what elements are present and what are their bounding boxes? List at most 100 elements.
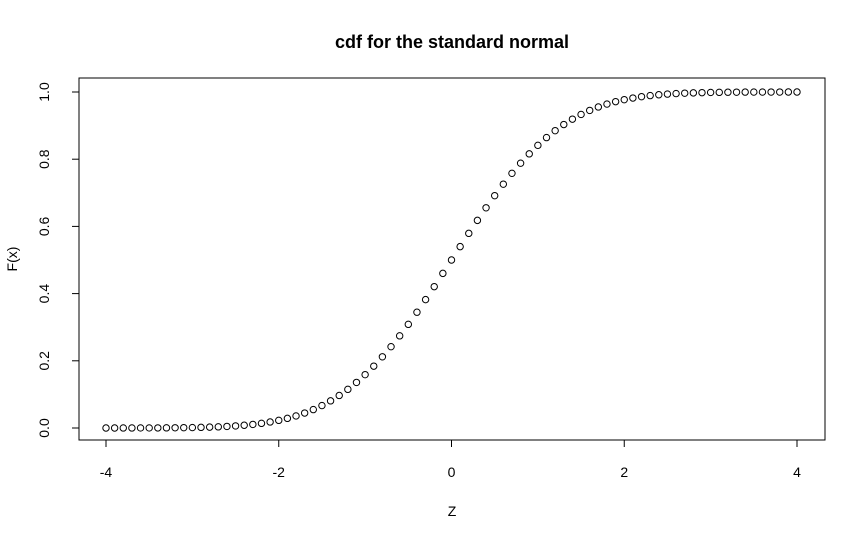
data-point bbox=[136, 424, 145, 432]
data-point bbox=[456, 242, 464, 251]
data-point bbox=[473, 216, 482, 225]
data-point bbox=[180, 423, 188, 432]
data-point bbox=[275, 416, 283, 425]
y-axis: 0.0 0.2 0.4 0.6 0.8 1.0 bbox=[36, 82, 80, 438]
data-point bbox=[490, 191, 499, 200]
data-point bbox=[750, 88, 758, 96]
data-point bbox=[499, 180, 508, 188]
data-point bbox=[188, 423, 197, 432]
data-point bbox=[776, 88, 784, 96]
y-tick-label: 1.0 bbox=[36, 82, 52, 102]
y-tick-label: 0.4 bbox=[36, 284, 52, 304]
data-point bbox=[231, 422, 240, 430]
data-point bbox=[387, 342, 395, 351]
data-point bbox=[646, 91, 654, 100]
data-point bbox=[266, 418, 274, 426]
data-point bbox=[465, 229, 473, 238]
y-tick-label: 0.0 bbox=[36, 418, 52, 438]
data-point bbox=[594, 103, 603, 111]
data-point bbox=[724, 88, 732, 96]
data-point bbox=[292, 412, 300, 420]
y-tick-label: 0.2 bbox=[36, 351, 52, 371]
data-point bbox=[758, 88, 767, 96]
data-point bbox=[128, 424, 136, 432]
x-tick-label: 2 bbox=[620, 464, 628, 480]
data-point bbox=[551, 126, 559, 135]
data-point bbox=[197, 423, 205, 432]
data-point bbox=[326, 397, 335, 405]
data-point bbox=[145, 424, 153, 432]
data-point bbox=[404, 320, 413, 329]
data-point bbox=[689, 89, 698, 97]
data-point bbox=[732, 88, 741, 96]
data-point bbox=[620, 95, 628, 104]
data-point bbox=[309, 405, 317, 414]
y-axis-label: F(x) bbox=[4, 247, 20, 272]
data-points bbox=[102, 88, 801, 432]
data-point bbox=[698, 88, 706, 97]
data-point bbox=[629, 94, 637, 102]
x-tick-label: -2 bbox=[273, 464, 286, 480]
data-point bbox=[655, 91, 663, 99]
data-point bbox=[516, 159, 525, 167]
data-point bbox=[300, 409, 309, 417]
data-point bbox=[767, 88, 775, 96]
x-tick-label: 4 bbox=[793, 464, 801, 480]
data-point bbox=[715, 88, 723, 97]
data-point bbox=[603, 100, 611, 108]
data-point bbox=[611, 97, 620, 106]
data-point bbox=[421, 295, 430, 304]
data-point bbox=[534, 141, 542, 150]
data-point bbox=[283, 414, 292, 423]
data-point bbox=[568, 115, 577, 123]
data-point bbox=[741, 88, 749, 96]
chart-title: cdf for the standard normal bbox=[335, 32, 569, 52]
data-point bbox=[681, 89, 689, 97]
data-point bbox=[102, 424, 110, 432]
data-point bbox=[395, 332, 404, 340]
data-point bbox=[525, 150, 533, 158]
data-point bbox=[378, 353, 387, 361]
data-point bbox=[577, 110, 585, 119]
data-point bbox=[344, 385, 352, 394]
x-tick-label: -4 bbox=[100, 464, 113, 480]
data-point bbox=[439, 269, 447, 278]
x-tick-label: 0 bbox=[448, 464, 456, 480]
data-point bbox=[793, 88, 801, 96]
data-point bbox=[637, 92, 646, 101]
data-point bbox=[447, 256, 456, 264]
data-point bbox=[162, 424, 171, 432]
data-point bbox=[663, 90, 672, 98]
data-point bbox=[784, 88, 793, 96]
data-point bbox=[413, 308, 421, 316]
y-tick-label: 0.6 bbox=[36, 216, 52, 236]
data-point bbox=[154, 424, 162, 432]
data-point bbox=[672, 89, 680, 98]
data-point bbox=[223, 422, 231, 431]
data-point bbox=[257, 419, 266, 428]
data-point bbox=[430, 282, 438, 291]
data-point bbox=[542, 133, 551, 142]
x-axis-label: Z bbox=[448, 503, 457, 519]
data-point bbox=[361, 370, 369, 379]
data-point bbox=[205, 423, 214, 431]
data-point bbox=[706, 88, 715, 97]
data-point bbox=[249, 420, 257, 429]
data-point bbox=[482, 204, 490, 212]
data-point bbox=[119, 424, 127, 432]
data-point bbox=[352, 378, 361, 387]
data-point bbox=[240, 421, 248, 429]
data-point bbox=[110, 424, 119, 432]
data-point bbox=[508, 169, 516, 178]
data-point bbox=[586, 106, 594, 115]
data-point bbox=[560, 120, 568, 129]
data-point bbox=[335, 391, 343, 400]
data-point bbox=[318, 401, 326, 410]
x-axis: -4 -2 0 2 4 bbox=[100, 439, 801, 480]
data-point bbox=[370, 362, 378, 370]
y-tick-label: 0.8 bbox=[36, 149, 52, 169]
data-point bbox=[171, 424, 179, 432]
data-point bbox=[214, 423, 222, 431]
